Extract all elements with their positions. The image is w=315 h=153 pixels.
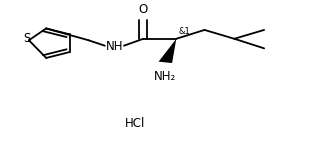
Polygon shape xyxy=(158,39,176,63)
Text: O: O xyxy=(139,3,148,16)
Text: HCl: HCl xyxy=(125,117,146,130)
Text: S: S xyxy=(23,32,31,45)
Text: &1: &1 xyxy=(179,27,191,36)
Text: NH: NH xyxy=(106,40,123,53)
Text: NH₂: NH₂ xyxy=(154,71,176,84)
